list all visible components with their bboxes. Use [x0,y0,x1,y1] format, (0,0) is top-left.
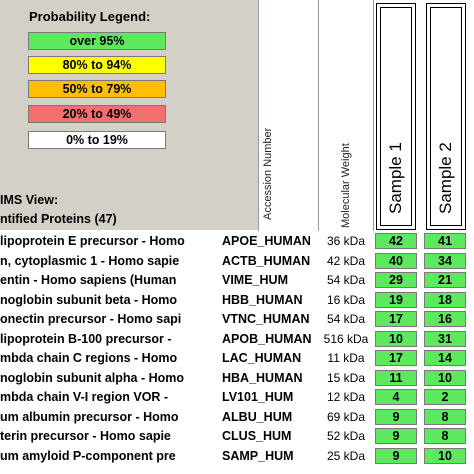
accession-number: SAMP_HUM [222,448,294,463]
protein-name: mbda chain C regions - Homo [0,351,178,365]
accession-number: ALBU_HUM [222,409,293,424]
molecular-weight: 516 kDa [323,331,369,346]
sample-1-count: 19 [375,291,417,308]
sample-2-count: 8 [424,428,466,444]
table-row[interactable]: mbda chain C regions - Homo LAC_HUMAN 11… [0,348,474,368]
table-row[interactable]: noglobin subunit alpha - Homo HBA_HUMAN … [0,368,474,388]
sample-2-count: 10 [424,447,466,464]
table-row[interactable]: noglobin subunit beta - Homo HBB_HUMAN 1… [0,290,474,310]
molecular-weight: 54 kDa [326,312,366,326]
view-mode-label: IMS View: [0,193,59,207]
protein-name: onectin precursor - Homo sapi [0,312,182,326]
sample-1-frame [380,7,412,226]
molecular-weight: 25 kDa [326,448,366,463]
sample-2-count: 14 [424,350,466,366]
protein-table: lipoprotein E precursor - Homo APOE_HUMA… [0,231,474,465]
molecular-weight: 15 kDa [326,370,366,385]
accession-number: LAC_HUMAN [222,351,302,365]
protein-list-title: ntified Proteins (47) [0,212,117,226]
protein-name: lipoprotein E precursor - Homo [0,234,185,248]
molecular-weight: 52 kDa [326,429,366,443]
molecular-weight: 12 kDa [326,390,366,404]
protein-name: lipoprotein B-100 precursor - [0,331,172,346]
protein-name: terin precursor - Homo sapie [0,429,171,443]
table-row[interactable]: lipoprotein B-100 precursor - APOB_HUMAN… [0,329,474,349]
header-divider [318,0,319,231]
table-row[interactable]: lipoprotein E precursor - Homo APOE_HUMA… [0,231,474,251]
accession-number-header[interactable]: Accession Number [262,127,274,220]
sample-1-count: 17 [375,350,417,366]
accession-number: LV101_HUM [222,390,294,404]
sample-2-count: 10 [424,369,466,386]
sample-2-count: 2 [424,389,466,405]
protein-name: um amyloid P-component pre [0,448,176,463]
molecular-weight-header[interactable]: Molecular Weight [340,143,352,228]
sample-1-count: 10 [375,330,417,347]
header-divider [258,0,259,231]
protein-name: noglobin subunit alpha - Homo [0,370,185,385]
sample-1-header[interactable]: Sample 1 [376,3,416,230]
legend-item-20-49: 20% to 49% [28,105,166,123]
sample-1-count: 11 [375,369,417,386]
table-row[interactable]: mbda chain V-I region VOR - LV101_HUM 12… [0,387,474,407]
protein-name: n, cytoplasmic 1 - Homo sapie [0,253,180,268]
accession-number: ACTB_HUMAN [222,253,311,268]
accession-number: HBA_HUMAN [222,370,303,385]
legend-item-0-19: 0% to 19% [28,131,166,149]
molecular-weight: 42 kDa [326,253,366,268]
legend-panel: Probability Legend: over 95% 80% to 94% … [0,0,258,230]
accession-number: VIME_HUM [222,273,288,287]
legend-item-50-79: 50% to 79% [28,80,166,98]
accession-number: CLUS_HUM [222,429,292,443]
table-row[interactable]: um amyloid P-component pre SAMP_HUM 25 k… [0,446,474,466]
molecular-weight: 54 kDa [326,273,366,287]
sample-1-count: 9 [375,447,417,464]
table-row[interactable]: um albumin precursor - Homo ALBU_HUM 69 … [0,407,474,427]
sample-2-count: 34 [424,252,466,269]
table-row[interactable]: n, cytoplasmic 1 - Homo sapie ACTB_HUMAN… [0,251,474,271]
legend-item-80-94: 80% to 94% [28,56,166,74]
sample-1-count: 42 [375,233,417,249]
table-row[interactable]: terin precursor - Homo sapie CLUS_HUM 52… [0,426,474,446]
protein-name: um albumin precursor - Homo [0,409,179,424]
protein-name: noglobin subunit beta - Homo [0,292,178,307]
sample-1-count: 40 [375,252,417,269]
table-row[interactable]: entin - Homo sapiens (Human VIME_HUM 54 … [0,270,474,290]
molecular-weight: 16 kDa [326,292,366,307]
sample-1-count: 4 [375,389,417,405]
accession-number: VTNC_HUMAN [222,312,310,326]
legend-item-over-95: over 95% [28,32,166,50]
protein-name: mbda chain V-I region VOR - [0,390,169,404]
sample-2-label: Sample 2 [436,142,455,214]
molecular-weight: 11 kDa [327,351,365,365]
sample-1-label: Sample 1 [386,142,405,214]
sample-1-count: 9 [375,428,417,444]
sample-2-count: 21 [424,272,466,288]
header-divider [373,0,374,231]
accession-number: APOE_HUMAN [222,234,311,248]
sample-1-count: 29 [375,272,417,288]
sample-1-count: 17 [375,311,417,327]
accession-number: HBB_HUMAN [222,292,303,307]
sample-2-count: 31 [424,330,466,347]
sample-2-count: 41 [424,233,466,249]
sample-1-count: 9 [375,408,417,425]
legend-title: Probability Legend: [29,9,151,24]
table-row[interactable]: onectin precursor - Homo sapi VTNC_HUMAN… [0,309,474,329]
sample-2-count: 8 [424,408,466,425]
sample-2-count: 16 [424,311,466,327]
protein-name: entin - Homo sapiens (Human [0,273,177,287]
molecular-weight: 36 kDa [326,234,366,248]
sample-2-count: 18 [424,291,466,308]
accession-number: APOB_HUMAN [222,331,312,346]
sample-2-header[interactable]: Sample 2 [426,3,466,230]
sample-2-frame [430,7,462,226]
molecular-weight: 69 kDa [326,409,366,424]
